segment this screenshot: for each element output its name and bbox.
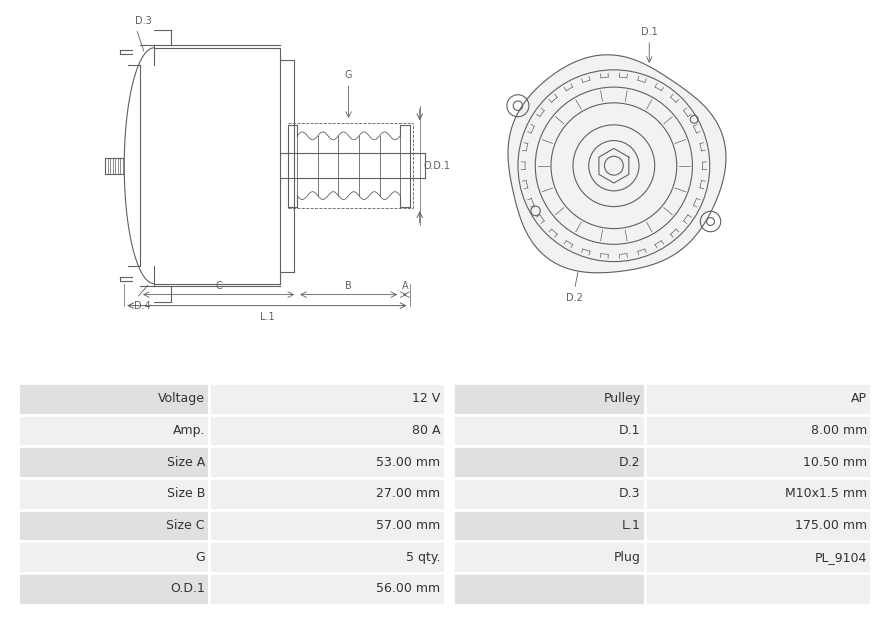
Text: 56.00 mm: 56.00 mm <box>376 583 440 596</box>
Text: Size C: Size C <box>166 519 205 532</box>
Text: 175.00 mm: 175.00 mm <box>795 519 867 532</box>
FancyBboxPatch shape <box>18 510 209 541</box>
Polygon shape <box>508 55 726 273</box>
Text: D.2: D.2 <box>566 293 583 303</box>
FancyBboxPatch shape <box>645 510 871 541</box>
Text: Amp.: Amp. <box>172 424 205 437</box>
Text: Pulley: Pulley <box>604 392 640 406</box>
FancyBboxPatch shape <box>453 447 645 478</box>
Text: M10x1.5 mm: M10x1.5 mm <box>785 487 867 500</box>
Text: D.1: D.1 <box>619 424 640 437</box>
FancyBboxPatch shape <box>18 447 209 478</box>
Text: 80 A: 80 A <box>412 424 440 437</box>
FancyBboxPatch shape <box>453 478 645 510</box>
FancyBboxPatch shape <box>209 573 444 605</box>
FancyBboxPatch shape <box>209 510 444 541</box>
Text: O.D.1: O.D.1 <box>424 161 451 171</box>
Text: G: G <box>196 551 205 564</box>
Text: L.1: L.1 <box>621 519 640 532</box>
FancyBboxPatch shape <box>645 447 871 478</box>
Text: Size B: Size B <box>166 487 205 500</box>
FancyBboxPatch shape <box>209 415 444 447</box>
FancyBboxPatch shape <box>18 573 209 605</box>
Text: PL_9104: PL_9104 <box>814 551 867 564</box>
FancyBboxPatch shape <box>453 415 645 447</box>
Text: D.3: D.3 <box>619 487 640 500</box>
FancyBboxPatch shape <box>18 541 209 573</box>
Text: 10.50 mm: 10.50 mm <box>803 456 867 468</box>
Text: Size A: Size A <box>166 456 205 468</box>
Text: Voltage: Voltage <box>158 392 205 406</box>
Text: 5 qty.: 5 qty. <box>405 551 440 564</box>
Text: D.1: D.1 <box>641 27 658 37</box>
Text: O.D.1: O.D.1 <box>170 583 205 596</box>
Text: 12 V: 12 V <box>412 392 440 406</box>
Text: D.2: D.2 <box>619 456 640 468</box>
Text: Plug: Plug <box>613 551 640 564</box>
Text: 27.00 mm: 27.00 mm <box>376 487 440 500</box>
Text: C: C <box>215 282 222 292</box>
FancyBboxPatch shape <box>645 541 871 573</box>
Text: 53.00 mm: 53.00 mm <box>376 456 440 468</box>
FancyBboxPatch shape <box>209 541 444 573</box>
FancyBboxPatch shape <box>453 383 645 415</box>
Text: L.1: L.1 <box>260 312 274 322</box>
Text: G: G <box>345 70 352 80</box>
FancyBboxPatch shape <box>453 510 645 541</box>
FancyBboxPatch shape <box>453 573 645 605</box>
FancyBboxPatch shape <box>209 478 444 510</box>
FancyBboxPatch shape <box>209 383 444 415</box>
FancyBboxPatch shape <box>645 415 871 447</box>
Text: AP: AP <box>851 392 867 406</box>
Text: 8.00 mm: 8.00 mm <box>811 424 867 437</box>
Text: B: B <box>345 282 352 292</box>
FancyBboxPatch shape <box>645 383 871 415</box>
FancyBboxPatch shape <box>453 541 645 573</box>
FancyBboxPatch shape <box>18 415 209 447</box>
FancyBboxPatch shape <box>645 573 871 605</box>
Text: 57.00 mm: 57.00 mm <box>376 519 440 532</box>
FancyBboxPatch shape <box>209 447 444 478</box>
Text: A: A <box>402 282 408 292</box>
Text: D.3: D.3 <box>135 16 152 51</box>
Text: D.4: D.4 <box>134 285 151 311</box>
FancyBboxPatch shape <box>18 383 209 415</box>
FancyBboxPatch shape <box>645 478 871 510</box>
FancyBboxPatch shape <box>18 478 209 510</box>
